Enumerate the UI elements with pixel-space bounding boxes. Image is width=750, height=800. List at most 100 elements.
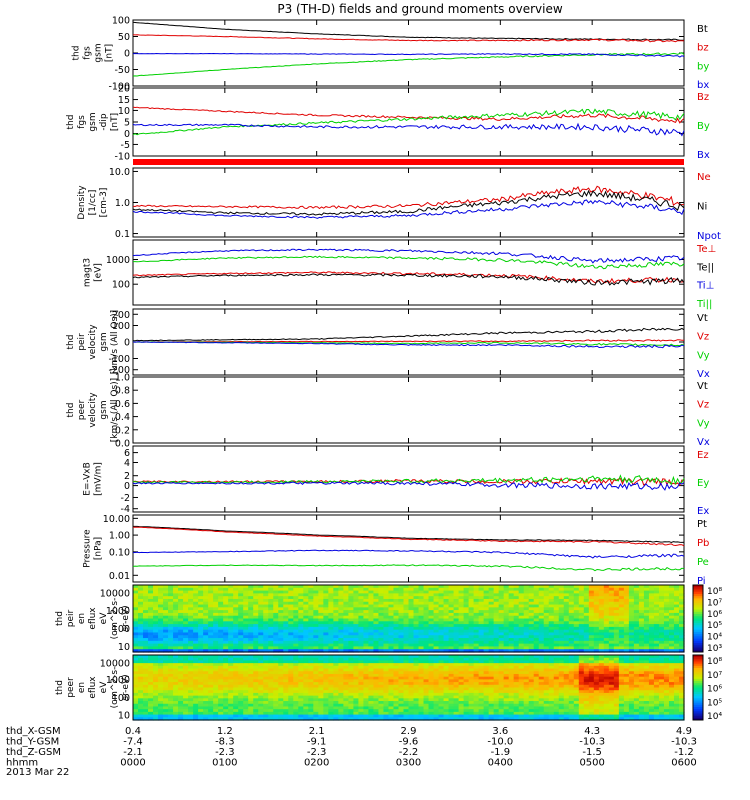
heatmap-cell <box>493 610 500 614</box>
heatmap-cell <box>148 684 154 689</box>
heatmap-cell <box>618 607 625 611</box>
heatmap-cell <box>368 657 375 662</box>
heatmap-cell <box>568 624 575 628</box>
heatmap-cell <box>413 635 420 639</box>
heatmap-cell <box>208 604 214 608</box>
heatmap-cell <box>263 596 269 600</box>
heatmap-cell <box>153 714 159 718</box>
heatmap-cell <box>153 687 159 691</box>
heatmap-cell <box>348 665 354 670</box>
heatmap-cell <box>198 601 204 606</box>
heatmap-cell <box>353 607 360 611</box>
heatmap-cell <box>358 673 365 678</box>
heatmap-cell <box>278 676 284 680</box>
heatmap-cell <box>583 593 590 597</box>
heatmap-cell <box>188 698 194 702</box>
heatmap-cell <box>668 587 675 592</box>
heatmap-cell <box>543 646 550 650</box>
heatmap-cell <box>478 692 485 697</box>
heatmap-cell <box>423 649 430 653</box>
heatmap-cell <box>468 621 475 625</box>
colorbar-segment <box>693 631 703 635</box>
heatmap-cell <box>263 701 269 705</box>
heatmap-cell <box>428 660 435 664</box>
heatmap-cell <box>453 703 460 708</box>
heatmap-cell <box>323 621 329 625</box>
heatmap-cell <box>298 649 304 653</box>
heatmap-cell <box>198 701 204 705</box>
colorbar-segment <box>693 593 703 597</box>
heatmap-cell <box>448 629 455 634</box>
heatmap-cell <box>363 618 370 622</box>
heatmap-cell <box>493 632 500 636</box>
heatmap-cell <box>548 585 555 589</box>
heatmap-cell <box>493 701 500 705</box>
heatmap-cell <box>148 615 154 620</box>
heatmap-cell <box>158 703 164 708</box>
heatmap-cell <box>323 698 329 702</box>
heatmap-cell <box>463 673 470 678</box>
heatmap-cell <box>643 632 650 636</box>
heatmap-cell <box>588 638 595 642</box>
heatmap-cell <box>678 587 685 592</box>
heatmap-cell <box>268 717 274 721</box>
heatmap-cell <box>133 663 139 667</box>
heatmap-cell <box>513 709 520 713</box>
heatmap-cell <box>668 590 675 594</box>
heatmap-cell <box>173 632 179 636</box>
heatmap-cell <box>168 601 174 606</box>
heatmap-cell <box>253 598 259 603</box>
heatmap-cell <box>663 604 670 608</box>
heatmap-cell <box>338 593 344 597</box>
heatmap-cell <box>158 610 164 614</box>
heatmap-cell <box>338 604 344 608</box>
colorbar-segment <box>693 602 703 606</box>
heatmap-cell <box>548 638 555 642</box>
heatmap-cell <box>288 676 294 680</box>
heatmap-cell <box>233 690 239 694</box>
ytick-label: 10000 <box>100 658 130 669</box>
heatmap-cell <box>663 587 670 592</box>
heatmap-cell <box>343 714 349 718</box>
heatmap-cell <box>533 596 540 600</box>
heatmap-cell <box>228 646 234 650</box>
heatmap-cell <box>628 649 635 653</box>
heatmap-cell <box>193 585 199 589</box>
heatmap-cell <box>418 676 425 680</box>
heatmap-cell <box>178 706 184 710</box>
heatmap-cell <box>433 601 440 606</box>
heatmap-cell <box>328 638 334 642</box>
heatmap-cell <box>208 671 214 675</box>
heatmap-cell <box>248 657 254 662</box>
heatmap-cell <box>323 660 329 664</box>
heatmap-cell <box>648 585 655 589</box>
heatmap-cell <box>418 598 425 603</box>
heatmap-cell <box>213 671 219 675</box>
heatmap-cell <box>358 601 365 606</box>
heatmap-cell <box>518 671 525 675</box>
heatmap-cell <box>443 709 450 713</box>
heatmap-cell <box>293 601 299 606</box>
heatmap-cell <box>598 649 605 653</box>
heatmap-cell <box>428 626 435 631</box>
heatmap-cell <box>388 687 395 691</box>
heatmap-cell <box>438 679 445 683</box>
heatmap-cell <box>133 690 139 694</box>
heatmap-cell <box>278 703 284 708</box>
heatmap-cell <box>473 621 480 625</box>
heatmap-cell <box>573 612 580 617</box>
heatmap-cell <box>358 687 365 691</box>
heatmap-cell <box>313 687 319 691</box>
heatmap-cell <box>258 612 264 617</box>
heatmap-cell <box>308 687 314 691</box>
heatmap-cell <box>448 607 455 611</box>
heatmap-cell <box>503 646 510 650</box>
heatmap-cell <box>198 714 204 718</box>
heatmap-cell <box>443 663 450 667</box>
heatmap-cell <box>493 615 500 620</box>
heatmap-cell <box>198 671 204 675</box>
heatmap-cell <box>518 643 525 648</box>
heatmap-cell <box>423 612 430 617</box>
heatmap-cell <box>453 640 460 645</box>
heatmap-cell <box>568 585 575 589</box>
